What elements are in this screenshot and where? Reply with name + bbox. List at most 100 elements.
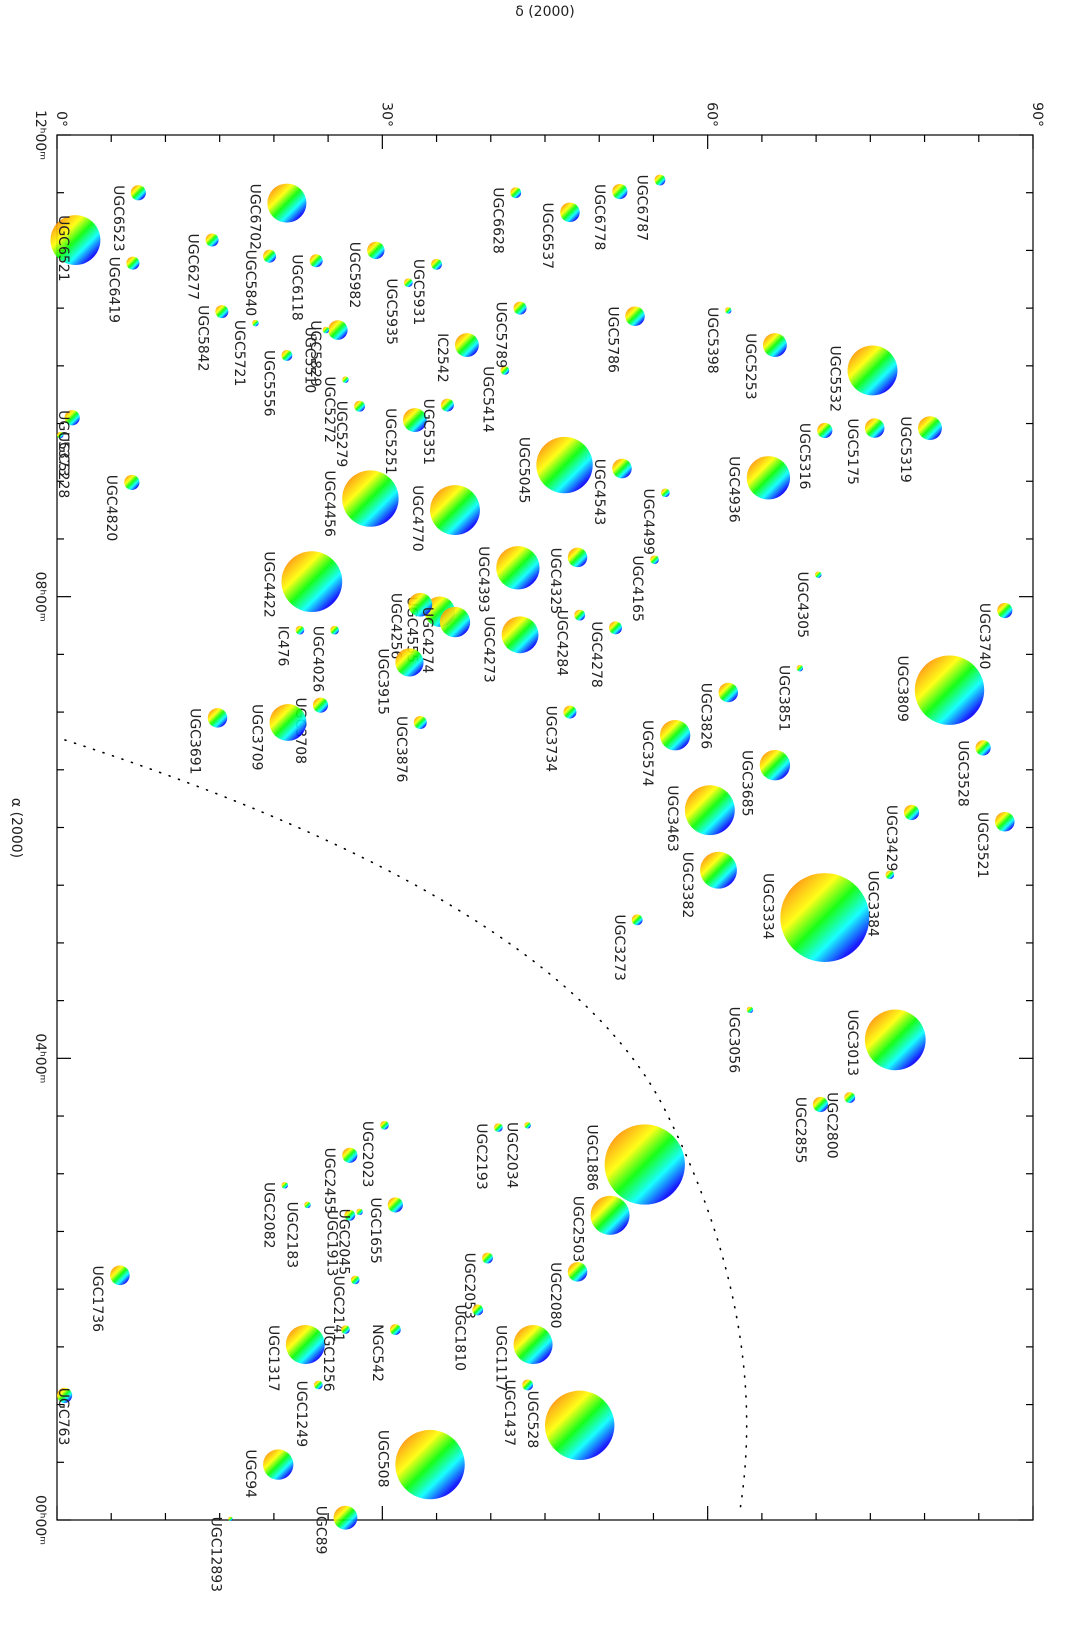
galaxy-label: UGC5045 <box>515 437 531 504</box>
galaxy <box>263 249 277 263</box>
galaxy-label: UGC1886 <box>584 1124 600 1191</box>
galaxy <box>496 546 540 590</box>
galaxy-label: UGC2800 <box>823 1092 839 1159</box>
galaxy <box>330 625 339 635</box>
galaxy <box>762 333 787 357</box>
galaxy-label: UGC6523 <box>110 185 126 252</box>
galaxy-label: UGC4456 <box>321 470 337 537</box>
galaxy <box>524 1122 531 1129</box>
galaxy <box>482 1252 493 1264</box>
y-axis-label: α (2000) <box>8 798 24 858</box>
galaxy-label: UGC5351 <box>420 399 436 466</box>
galaxy-label: UGC508 <box>374 1430 390 1488</box>
galaxy-label: UGC4305 <box>794 571 810 638</box>
galaxy-label: UGC3740 <box>976 603 992 670</box>
galaxy <box>684 785 735 836</box>
galaxy <box>395 648 424 677</box>
galaxy-label: UGC4026 <box>309 626 325 693</box>
galaxy <box>205 233 219 247</box>
galaxy <box>725 307 732 314</box>
galaxy-label: UGC3709 <box>249 704 265 771</box>
galaxy <box>395 1429 465 1500</box>
galaxy-label: UGC2503 <box>570 1196 586 1263</box>
galaxy-label: UGC5253 <box>742 333 758 400</box>
galaxy-label: UGC5789 <box>493 302 509 369</box>
galaxy <box>314 1380 323 1390</box>
galaxy <box>413 715 427 729</box>
galaxy-label: UGC6277 <box>185 234 201 301</box>
galaxy <box>625 306 645 326</box>
galaxy-label: UGC5316 <box>796 423 812 490</box>
galaxy <box>281 350 293 361</box>
galaxy-label: UGC2082 <box>260 1182 276 1249</box>
x-tick-label: 60° <box>704 102 720 127</box>
galaxy <box>718 682 739 703</box>
galaxy <box>885 870 895 880</box>
galaxy <box>269 704 307 741</box>
galaxy-label: UGC3521 <box>974 812 990 879</box>
galaxy <box>439 606 471 638</box>
galaxy-label: UGC5228 <box>55 432 71 499</box>
galaxy <box>612 183 628 200</box>
galaxy-label: UGC6419 <box>105 257 121 324</box>
galaxy <box>631 914 643 926</box>
galaxy <box>510 187 522 199</box>
galaxy <box>545 1390 615 1461</box>
galaxy <box>328 320 348 340</box>
galaxy-label: UGC5982 <box>346 242 362 308</box>
galaxy <box>380 1120 389 1130</box>
galaxy-label: UGC2034 <box>503 1122 519 1189</box>
galaxy-label: UGC5251 <box>382 408 398 475</box>
galaxy <box>522 1379 534 1391</box>
galaxy <box>604 1124 685 1205</box>
galaxy-label: UGC2193 <box>473 1123 489 1190</box>
galaxy-label: UGC5510 <box>302 327 318 394</box>
galaxy <box>612 458 632 479</box>
galaxy-label: UGC94 <box>242 1449 258 1498</box>
galaxy <box>354 400 365 412</box>
galaxy <box>780 873 870 962</box>
galaxy-label: UGC5829 <box>307 320 323 387</box>
galaxy-label: UGC2053 <box>461 1253 477 1320</box>
galaxy-label: UGC1117 <box>493 1325 509 1392</box>
galaxy-label: UGC2141 <box>330 1276 346 1343</box>
galaxy <box>285 1325 325 1365</box>
galaxy <box>812 1096 829 1113</box>
galaxy-label: UGC5786 <box>604 306 620 373</box>
galaxy <box>864 1009 926 1071</box>
galaxy <box>228 1516 233 1522</box>
galaxy-label: UGC2855 <box>792 1097 808 1164</box>
galaxy <box>322 326 330 334</box>
galaxy-label: UGC6118 <box>289 254 305 320</box>
galaxy <box>746 456 791 500</box>
galaxy-label: UGC3826 <box>698 683 714 750</box>
galaxy-label: UGC12893 <box>207 1517 223 1592</box>
galaxy-label: UGC2045 <box>335 1209 351 1276</box>
galaxy <box>454 333 479 357</box>
galaxy-label: UGC4499 <box>640 488 656 554</box>
galaxy <box>304 1201 311 1209</box>
galaxy <box>57 431 64 439</box>
galaxy-label: UGC3429 <box>883 805 899 872</box>
galaxy-label: UGC6628 <box>489 187 505 254</box>
y-tick-label: 04ʰ00ᵐ <box>32 1033 48 1083</box>
galaxy-label: UGC5931 <box>410 259 426 326</box>
galaxy-label: UGC4278 <box>588 621 604 688</box>
galaxy <box>815 571 822 578</box>
galaxy <box>309 254 323 268</box>
galaxy <box>50 215 101 265</box>
galaxy <box>864 418 885 438</box>
galaxy-label: UGC4393 <box>475 546 491 613</box>
galaxy <box>494 1123 503 1132</box>
galaxy-label: UGC4770 <box>409 485 425 552</box>
x-tick-label: 90° <box>1029 102 1045 127</box>
galaxy-label: UGC5556 <box>260 350 276 417</box>
galaxy-label: UGC3685 <box>739 750 755 817</box>
galaxy-label: UGC3915 <box>374 648 390 715</box>
galaxy-label: UGC6778 <box>591 184 607 251</box>
galaxy <box>430 485 480 536</box>
galaxy-label: UGC528 <box>524 1391 540 1449</box>
galaxy <box>574 609 586 621</box>
galaxy-label: UGC3528 <box>955 740 971 807</box>
